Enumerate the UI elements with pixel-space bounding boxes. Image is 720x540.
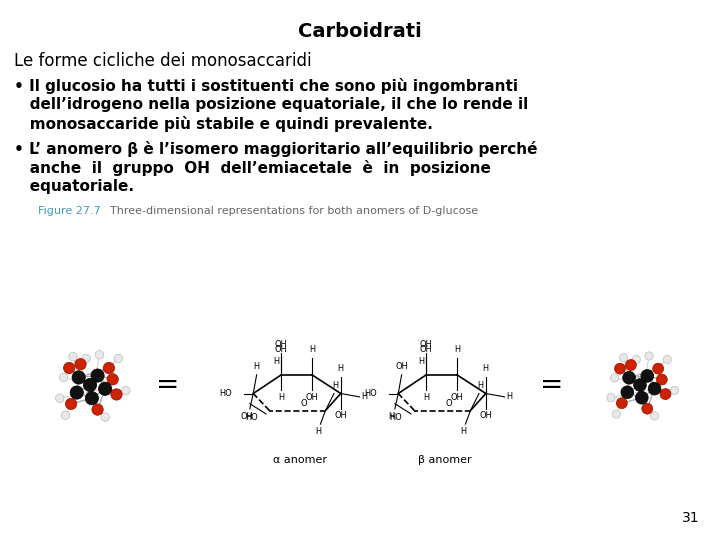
Text: =: =: [156, 371, 180, 399]
Circle shape: [653, 363, 664, 374]
Circle shape: [615, 363, 626, 374]
Text: HO: HO: [245, 413, 258, 422]
Text: =: =: [540, 371, 564, 399]
Text: HO: HO: [364, 389, 377, 398]
Text: α anomer: α anomer: [273, 455, 327, 465]
Circle shape: [114, 354, 122, 363]
Circle shape: [641, 369, 654, 382]
Text: Le forme cicliche dei monosaccaridi: Le forme cicliche dei monosaccaridi: [14, 52, 312, 70]
Text: OH: OH: [451, 393, 463, 402]
Circle shape: [107, 374, 118, 385]
Circle shape: [632, 355, 641, 363]
Text: H: H: [423, 393, 429, 402]
Circle shape: [607, 394, 615, 402]
Circle shape: [103, 362, 114, 374]
Text: • L’ anomero β è l’isomero maggioritario all’equilibrio perché: • L’ anomero β è l’isomero maggioritario…: [14, 141, 538, 157]
Text: OH: OH: [480, 411, 492, 420]
Circle shape: [122, 387, 130, 395]
Text: H: H: [418, 357, 424, 366]
Text: Figure 27.7: Figure 27.7: [38, 206, 101, 216]
Circle shape: [636, 392, 648, 404]
Circle shape: [650, 412, 659, 420]
Circle shape: [55, 394, 64, 402]
Text: H: H: [309, 346, 315, 354]
Text: H: H: [506, 393, 513, 401]
Text: H: H: [454, 346, 460, 354]
Text: OH: OH: [275, 340, 288, 349]
Circle shape: [82, 354, 91, 363]
Text: anche  il  gruppo  OH  dell’emiacetale  è  in  posizione: anche il gruppo OH dell’emiacetale è in …: [14, 160, 491, 176]
Circle shape: [657, 374, 667, 385]
Text: H: H: [253, 362, 260, 372]
Circle shape: [648, 382, 661, 395]
Circle shape: [111, 389, 122, 400]
Circle shape: [612, 410, 621, 418]
Text: H: H: [338, 364, 344, 373]
Text: • Il glucosio ha tutti i sostituenti che sono più ingombranti: • Il glucosio ha tutti i sostituenti che…: [14, 78, 518, 94]
Text: 31: 31: [683, 511, 700, 525]
Circle shape: [642, 403, 653, 414]
Circle shape: [84, 379, 96, 392]
Text: H: H: [388, 412, 395, 421]
Text: Carboidrati: Carboidrati: [298, 22, 422, 41]
Text: H: H: [361, 393, 367, 401]
Text: O: O: [301, 399, 307, 408]
Text: equatoriale.: equatoriale.: [14, 179, 134, 194]
Text: OH: OH: [240, 412, 253, 421]
Text: HO: HO: [390, 413, 402, 422]
Circle shape: [61, 411, 70, 420]
Text: H: H: [278, 393, 284, 402]
Text: monosaccaride più stabile e quindi prevalente.: monosaccaride più stabile e quindi preva…: [14, 116, 433, 132]
Text: dell’idrogeno nella posizione equatoriale, il che lo rende il: dell’idrogeno nella posizione equatorial…: [14, 97, 528, 112]
Circle shape: [75, 359, 86, 370]
Circle shape: [66, 398, 77, 409]
Circle shape: [72, 371, 85, 384]
Text: OH: OH: [305, 393, 318, 402]
Circle shape: [626, 360, 636, 370]
Circle shape: [70, 386, 84, 399]
Circle shape: [99, 382, 112, 395]
Text: O: O: [446, 399, 453, 408]
Text: H: H: [482, 364, 489, 373]
Text: H: H: [315, 428, 322, 436]
Text: β anomer: β anomer: [418, 455, 472, 465]
Circle shape: [621, 386, 634, 399]
Text: OH: OH: [275, 346, 288, 354]
Circle shape: [68, 353, 77, 361]
Text: H: H: [273, 357, 279, 366]
Text: H: H: [333, 381, 339, 390]
Text: OH: OH: [420, 346, 433, 354]
Text: OH: OH: [420, 340, 433, 349]
Circle shape: [645, 352, 653, 360]
Text: Three-dimensional representations for both anomers of D-glucose: Three-dimensional representations for bo…: [110, 206, 478, 216]
Circle shape: [663, 355, 671, 363]
Circle shape: [85, 392, 99, 405]
Text: H: H: [477, 381, 484, 390]
Text: HO: HO: [220, 389, 232, 398]
Circle shape: [63, 362, 75, 374]
Text: OH: OH: [334, 411, 347, 420]
Circle shape: [616, 398, 627, 409]
Circle shape: [623, 372, 636, 384]
Circle shape: [101, 413, 109, 421]
Circle shape: [634, 379, 647, 392]
Circle shape: [660, 389, 671, 400]
Text: OH: OH: [395, 362, 408, 372]
Circle shape: [670, 386, 679, 395]
Text: H: H: [461, 428, 467, 436]
Circle shape: [91, 369, 104, 382]
Circle shape: [92, 404, 103, 415]
Circle shape: [611, 374, 618, 382]
Circle shape: [59, 373, 68, 382]
Circle shape: [619, 354, 628, 362]
Circle shape: [95, 350, 104, 359]
